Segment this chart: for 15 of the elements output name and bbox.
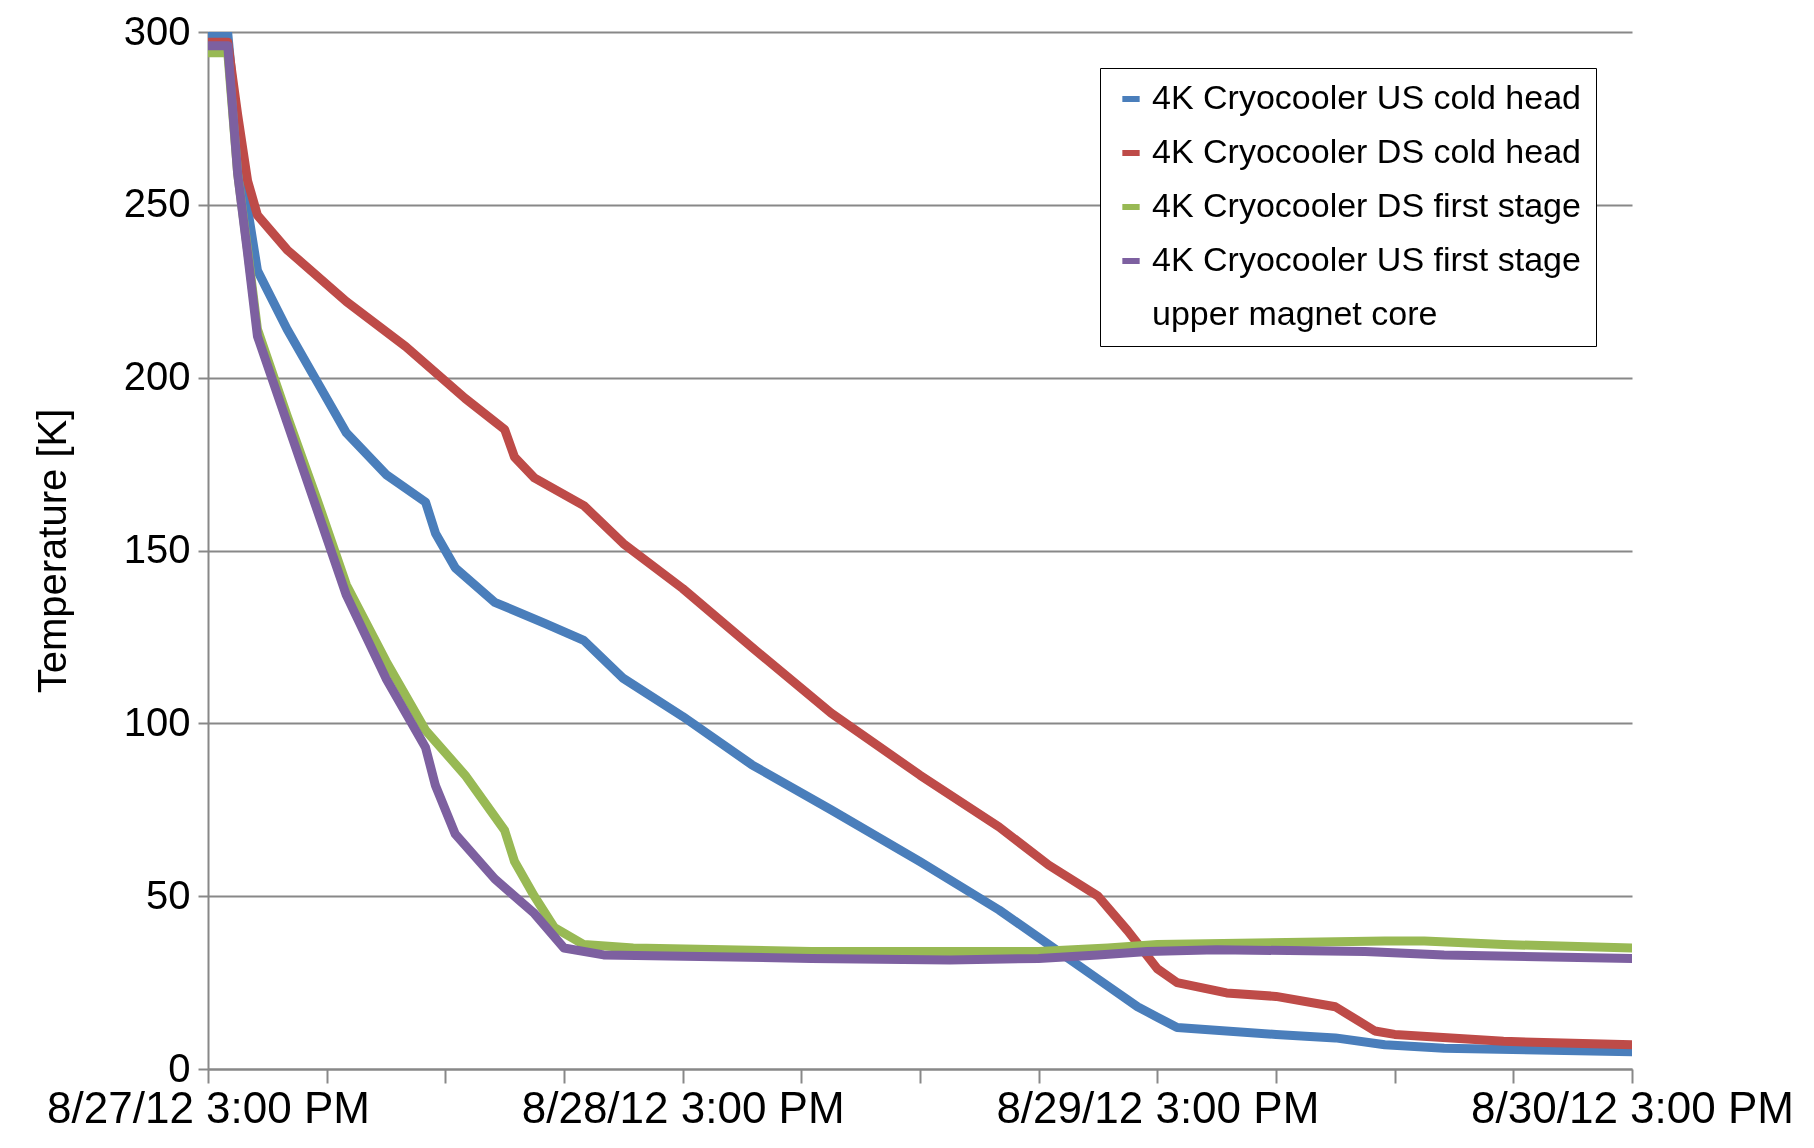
y-tick-label: 250: [123, 181, 191, 226]
legend-label: 4K Cryocooler DS cold head: [1152, 132, 1582, 170]
y-tick-label: 150: [123, 527, 191, 571]
legend-label: 4K Cryocooler DS first stage: [1152, 186, 1581, 224]
y-tick-label: 300: [123, 8, 191, 53]
x-tick-label: 8/28/12 3:00 PM: [521, 1082, 845, 1132]
y-tick-label: 200: [123, 354, 191, 399]
y-axis-title: Temperature [K]: [29, 408, 74, 694]
legend-label: 4K Cryocooler US first stage: [1152, 240, 1581, 278]
x-tick-label: 8/29/12 3:00 PM: [996, 1082, 1320, 1132]
y-tick-label: 50: [146, 872, 191, 917]
x-tick-label: 8/30/12 3:00 PM: [1471, 1082, 1794, 1132]
y-tick-label: 100: [123, 699, 191, 744]
legend-label: 4K Cryocooler US cold head: [1152, 78, 1582, 116]
text: upper magnet core: [1152, 294, 1438, 332]
